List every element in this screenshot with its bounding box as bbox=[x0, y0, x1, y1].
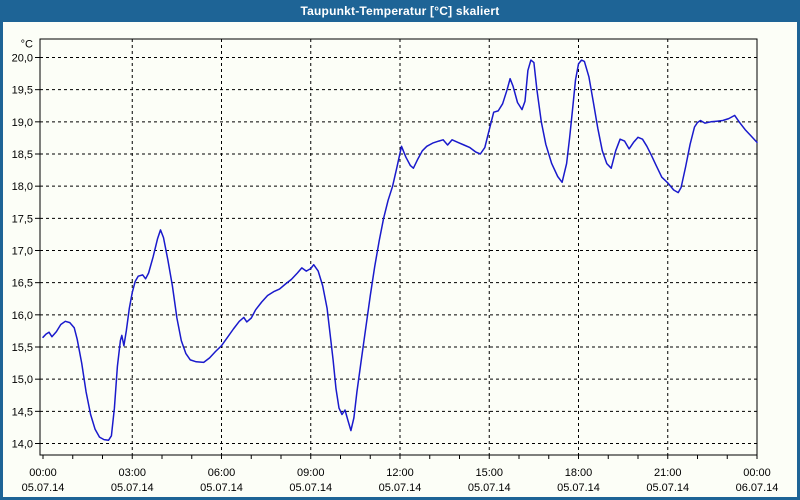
plot-frame bbox=[39, 38, 758, 456]
x-tick-date-label: 05.07.14 bbox=[646, 482, 689, 494]
x-tick-time-label: 09:00 bbox=[297, 467, 325, 479]
window-title: Taupunkt-Temperatur [°C] skaliert bbox=[300, 4, 500, 18]
dewpoint-temperature-line-chart: 20,0 19,5 19,0 18,5 18,0 17,5 17,0 16,5 16,0 15,5… bbox=[3, 22, 797, 497]
x-tick-date-label: 05.07.14 bbox=[468, 482, 511, 494]
x-tick-date-label: 05.07.14 bbox=[289, 482, 332, 494]
y-tick-label: 18,5 bbox=[12, 149, 33, 161]
y-tick-label: 15,5 bbox=[12, 342, 33, 354]
x-tick-time-label: 12:00 bbox=[386, 467, 414, 479]
y-tick-label: 17,5 bbox=[12, 213, 33, 225]
window-titlebar: Taupunkt-Temperatur [°C] skaliert bbox=[0, 0, 800, 22]
y-tick-label: 15,0 bbox=[12, 374, 33, 386]
chart-area: 20,0 19,5 19,0 18,5 18,0 17,5 17,0 16,5 16,0 15,5… bbox=[3, 22, 797, 497]
x-tick-time-label: 18:00 bbox=[565, 467, 593, 479]
y-tick-label: 16,5 bbox=[12, 278, 33, 290]
y-tick-label: 19,0 bbox=[12, 117, 33, 129]
x-tick-date-label: 05.07.14 bbox=[22, 482, 65, 494]
y-tick-label: 19,5 bbox=[12, 85, 33, 97]
x-tick-time-label: 15:00 bbox=[475, 467, 503, 479]
x-tick-date-label: 05.07.14 bbox=[557, 482, 600, 494]
x-tick-time-label: 06:00 bbox=[208, 467, 236, 479]
x-tick-time-label: 00:00 bbox=[29, 467, 57, 479]
x-tick-time-label: 03:00 bbox=[118, 467, 146, 479]
x-tick-date-label: 05.07.14 bbox=[379, 482, 422, 494]
temperature-series-line bbox=[42, 59, 758, 442]
x-tick-date-label: 06.07.14 bbox=[736, 482, 779, 494]
y-axis-unit-label: °C bbox=[21, 39, 33, 51]
y-tick-label: 18,0 bbox=[12, 181, 33, 193]
y-tick-label: 14,5 bbox=[12, 406, 33, 418]
y-tick-label: 14,0 bbox=[12, 438, 33, 450]
y-tick-label: 20,0 bbox=[12, 53, 33, 65]
y-tick-label: 17,0 bbox=[12, 245, 33, 257]
x-tick-time-label: 00:00 bbox=[743, 467, 771, 479]
x-tick-date-label: 05.07.14 bbox=[200, 482, 243, 494]
y-tick-label: 16,0 bbox=[12, 310, 33, 322]
x-tick-date-label: 05.07.14 bbox=[111, 482, 154, 494]
x-tick-time-label: 21:00 bbox=[654, 467, 682, 479]
